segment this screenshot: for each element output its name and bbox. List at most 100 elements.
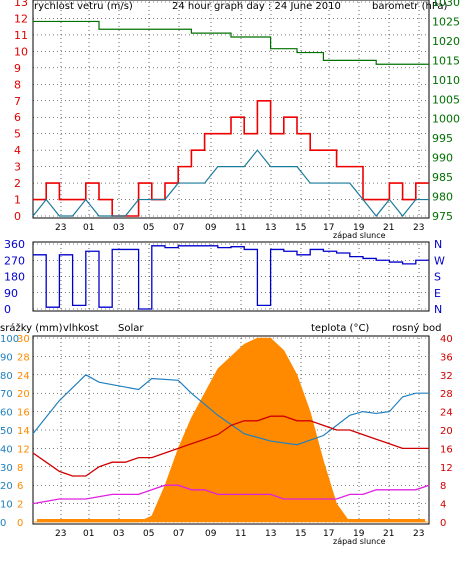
dir-tick-label: 90 <box>4 287 18 300</box>
sunset-label: západ slunce <box>333 231 386 240</box>
wind-tick-label: 5 <box>14 128 21 141</box>
x-tick-label: 01 <box>83 529 94 539</box>
temp-tick-label: 20 <box>440 426 453 437</box>
x-tick-label: 17 <box>323 529 334 539</box>
baro-tick-label: 1005 <box>432 93 460 106</box>
humidity-tick-label: 0 <box>0 518 6 529</box>
humidity-tick-label: 20 <box>0 481 13 492</box>
temp-tick-label: 36 <box>440 352 453 363</box>
temp-axis-title: teplota (°C) <box>311 323 369 334</box>
wind-tick-label: 7 <box>14 95 21 108</box>
solar-tick-label: 6 <box>17 481 23 492</box>
wind-tick-label: 3 <box>14 161 21 174</box>
wind-axis-title: rychlost vetru (m/s) <box>34 1 133 12</box>
wind-gust-series <box>33 99 429 217</box>
baro-tick-label: 985 <box>432 171 453 184</box>
humidity-tick-label: 10 <box>0 500 13 511</box>
baro-tick-label: 1020 <box>432 35 460 48</box>
baro-tick-label: 1015 <box>432 54 460 67</box>
baro-series <box>33 20 429 65</box>
wind-tick-label: 9 <box>14 62 21 75</box>
wind-tick-label: 8 <box>14 78 21 91</box>
x-tick-label: 11 <box>235 223 246 233</box>
x-tick-label: 09 <box>205 223 217 233</box>
temp-tick-label: 28 <box>440 389 453 400</box>
rain-axis-title: srážky (mm) <box>0 322 63 334</box>
baro-tick-label: 1000 <box>432 113 460 126</box>
x-tick-label: 23 <box>413 223 424 233</box>
x-tick-label: 17 <box>323 223 334 233</box>
temp-series <box>32 415 429 477</box>
baro-axis-title: barometr (hPa) <box>372 1 448 12</box>
solar-tick-label: 14 <box>17 426 30 437</box>
dir-compass-label: N <box>434 303 442 316</box>
temp-tick-label: 0 <box>440 518 446 529</box>
solar-tick-label: 24 <box>17 371 30 382</box>
solar-tick-label: 2 <box>17 500 23 511</box>
temp-tick-label: 16 <box>440 444 453 455</box>
baro-tick-label: 1025 <box>432 15 460 28</box>
dir-compass-label: E <box>434 287 441 300</box>
dew-axis-title: rosný bod <box>392 322 441 334</box>
solar-tick-label: 8 <box>17 463 23 474</box>
wind-tick-label: 4 <box>14 144 21 157</box>
solar-axis-title: Solar <box>118 323 144 334</box>
temp-tick-label: 12 <box>440 463 453 474</box>
x-tick-label: 03 <box>113 529 124 539</box>
x-tick-label: 15 <box>295 223 306 233</box>
humidity-tick-label: 50 <box>0 426 13 437</box>
x-tick-label: 23 <box>55 223 66 233</box>
x-tick-label: 05 <box>143 529 154 539</box>
x-tick-label: 13 <box>265 529 276 539</box>
sunset-label: západ slunce <box>333 537 386 546</box>
x-tick-label: 05 <box>143 223 154 233</box>
wind-tick-label: 11 <box>14 29 28 42</box>
x-tick-label: 23 <box>55 529 66 539</box>
x-tick-label: 11 <box>235 529 246 539</box>
temp-tick-label: 32 <box>440 371 453 382</box>
wind-avg-series <box>32 149 429 217</box>
baro-tick-label: 995 <box>432 132 453 145</box>
x-tick-label: 21 <box>383 223 394 233</box>
x-tick-label: 03 <box>113 223 124 233</box>
x-tick-label: 09 <box>205 529 217 539</box>
solar-tick-label: 20 <box>17 389 30 400</box>
dir-tick-label: 270 <box>4 254 25 267</box>
wind-tick-label: 13 <box>14 0 28 9</box>
humidity-tick-label: 70 <box>0 389 13 400</box>
graph-title: 24 hour graph day : 24 June 2010 <box>172 1 341 12</box>
x-tick-label: 21 <box>383 529 394 539</box>
dir-compass-label: N <box>434 238 442 251</box>
x-tick-label: 15 <box>295 529 306 539</box>
humidity-tick-label: 90 <box>0 352 13 363</box>
temp-tick-label: 4 <box>440 500 446 511</box>
humidity-tick-label: 80 <box>0 371 13 382</box>
solar-baseline <box>37 519 425 522</box>
humidity-series <box>32 374 429 446</box>
dir-compass-label: W <box>434 254 445 267</box>
x-tick-label: 01 <box>83 223 94 233</box>
x-tick-label: 07 <box>173 529 184 539</box>
humidity-axis-title: vlhkost <box>63 323 99 334</box>
dir-compass-label: S <box>434 271 441 284</box>
wind-dir-series <box>33 245 429 310</box>
solar-tick-label: 30 <box>17 334 30 345</box>
wind-tick-label: 0 <box>14 210 21 223</box>
wind-panel-frame <box>32 0 430 219</box>
humidity-tick-label: 100 <box>0 334 19 345</box>
dir-tick-label: 0 <box>4 303 11 316</box>
x-tick-label: 19 <box>353 223 365 233</box>
wind-tick-label: 6 <box>14 111 21 124</box>
humidity-tick-label: 40 <box>0 444 13 455</box>
wind-tick-label: 2 <box>14 177 21 190</box>
x-tick-label: 19 <box>353 529 365 539</box>
dir-tick-label: 360 <box>4 238 25 251</box>
wind-tick-label: 10 <box>14 45 28 58</box>
solar-area <box>33 337 429 523</box>
baro-tick-label: 980 <box>432 191 453 204</box>
x-tick-label: 23 <box>413 529 424 539</box>
solar-tick-label: 16 <box>17 408 30 419</box>
wind-tick-label: 1 <box>14 194 21 207</box>
solar-tick-label: 0 <box>17 518 23 529</box>
